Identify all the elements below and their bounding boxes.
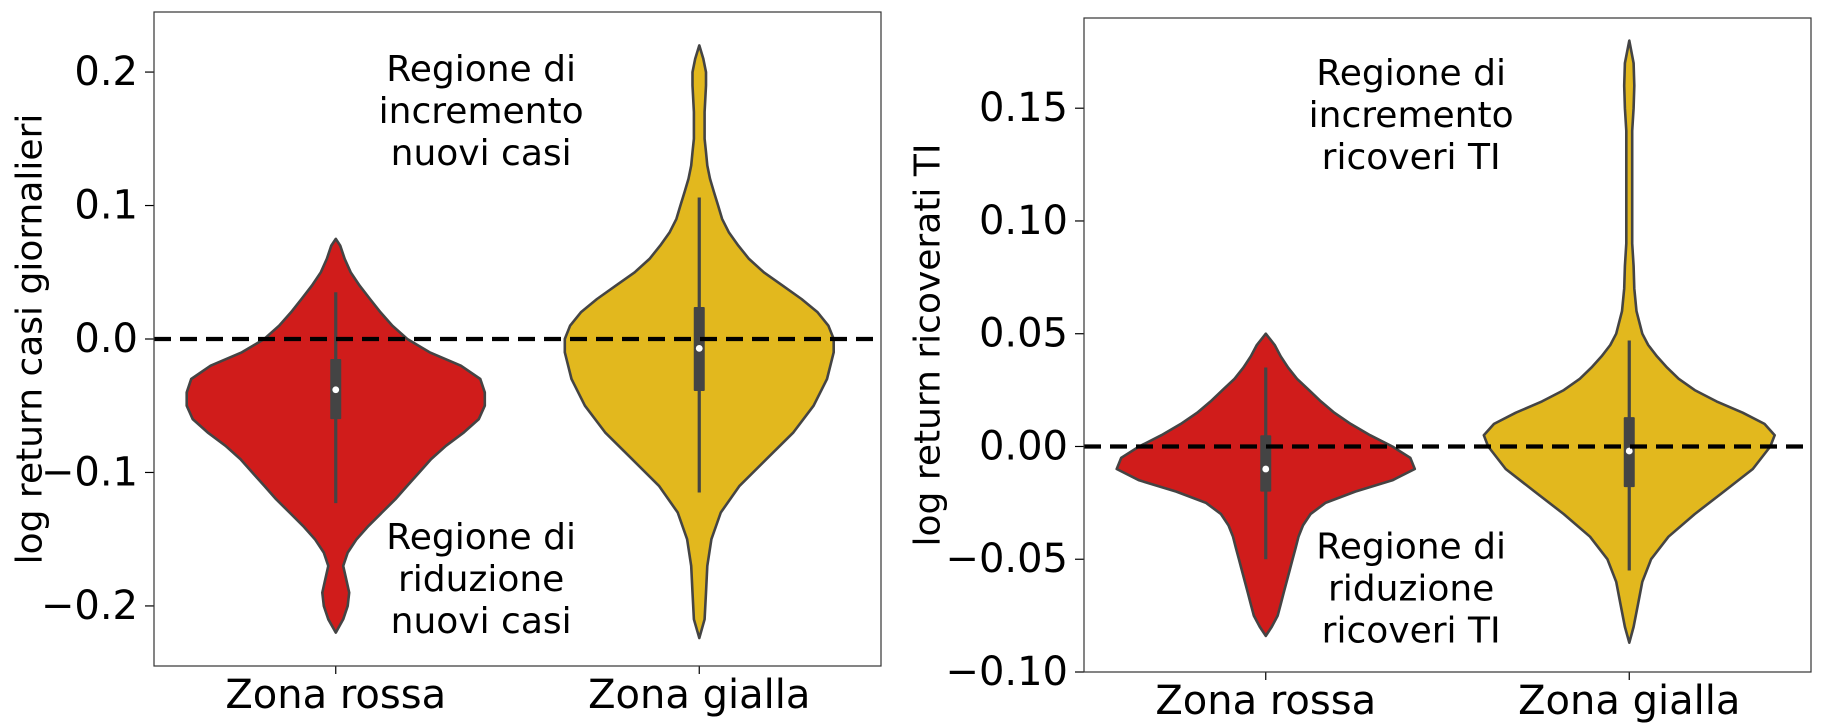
- y-tick-label: 0.1: [74, 183, 138, 229]
- y-tick-label: −0.2: [41, 583, 138, 629]
- annotation-decrease-region: Regione di riduzione nuovi casi: [386, 517, 576, 642]
- annotation-line: riduzione: [1328, 569, 1494, 610]
- y-tick-label: 0.10: [979, 198, 1068, 244]
- annotation-line: incremento: [379, 91, 584, 132]
- panel-cases: 0.2 0.1 0.0 −0.1 −0.2 log return casi giornal…: [10, 11, 882, 718]
- panel-icu: 0.15 0.10 0.05 0.00 −0.05 −0.10 log return ric…: [908, 17, 1812, 724]
- annotation-line: Regione di: [1316, 53, 1506, 94]
- median-marker: [695, 344, 703, 352]
- y-tick-label: −0.1: [41, 449, 138, 495]
- annotation-line: nuovi casi: [391, 601, 572, 642]
- y-tick-label: −0.10: [945, 649, 1068, 695]
- median-marker: [332, 386, 340, 394]
- y-tick-label: 0.05: [979, 311, 1068, 357]
- median-marker: [1625, 447, 1633, 455]
- x-tick-label: Zona rossa: [1155, 678, 1376, 724]
- y-tick-label: 0.00: [979, 423, 1068, 469]
- annotation-line: incremento: [1309, 95, 1514, 136]
- x-tick-label: Zona gialla: [1518, 678, 1740, 724]
- annotation-line: Regione di: [386, 517, 576, 558]
- annotation-line: Regione di: [386, 49, 576, 90]
- annotation-increase-region: Regione di incremento ricoveri TI: [1309, 53, 1514, 178]
- y-tick-label: 0.2: [74, 49, 138, 95]
- plot-frame: [153, 11, 882, 667]
- y-tick-label: 0.0: [74, 316, 138, 362]
- iqr-box: [1260, 435, 1272, 492]
- y-axis-label: log return ricoverati TI: [908, 144, 949, 547]
- annotation-line: riduzione: [398, 559, 564, 600]
- x-tick-label: Zona gialla: [588, 672, 810, 718]
- annotation-line: Regione di: [1316, 527, 1506, 568]
- median-marker: [1262, 465, 1270, 473]
- annotation-line: ricoveri TI: [1322, 137, 1501, 178]
- y-axis-label: log return casi giornalieri: [10, 114, 51, 565]
- y-tick-label: −0.05: [945, 536, 1068, 582]
- annotation-decrease-region: Regione di riduzione ricoveri TI: [1316, 527, 1506, 652]
- annotation-line: ricoveri TI: [1322, 611, 1501, 652]
- annotation-increase-region: Regione di incremento nuovi casi: [379, 49, 584, 174]
- y-tick-label: 0.15: [979, 85, 1068, 131]
- annotation-line: nuovi casi: [391, 133, 572, 174]
- plot-frame: [1083, 17, 1812, 673]
- x-tick-label: Zona rossa: [225, 672, 446, 718]
